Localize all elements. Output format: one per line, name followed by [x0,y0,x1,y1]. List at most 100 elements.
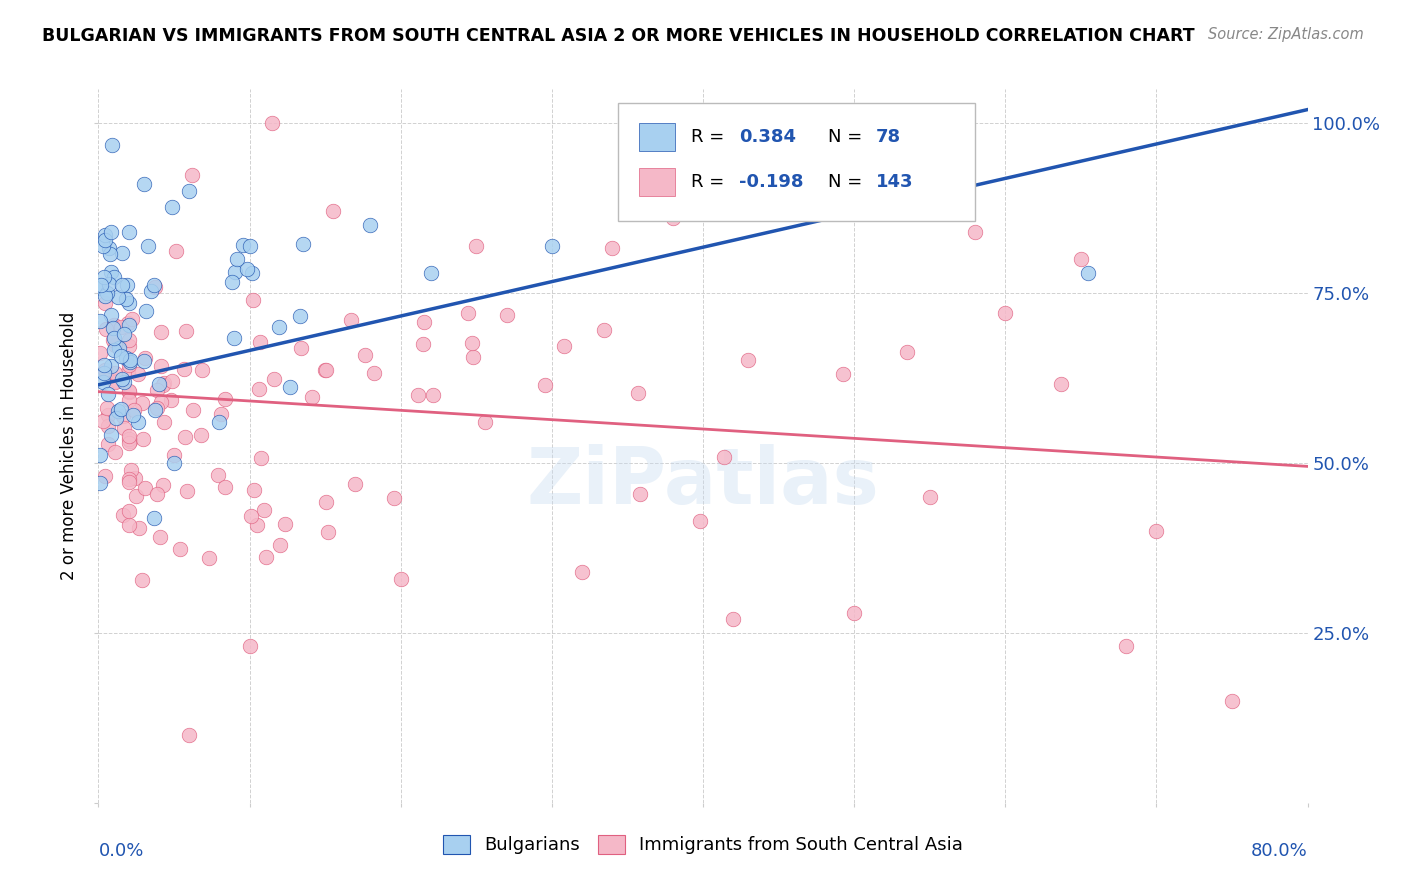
Point [120,352,142,367]
Point [179,728,201,742]
Point [136,238,159,252]
Point [1070,252,1092,266]
Point [174,430,197,444]
Point [457,306,479,320]
Point [146,383,169,397]
Point [118,436,141,450]
Point [110,401,132,416]
Point [174,324,197,338]
Point [254,550,277,565]
Point [274,517,297,532]
Point [553,339,575,353]
Text: 78: 78 [876,128,901,146]
Point [813,198,835,212]
Legend: Bulgarians, Immigrants from South Central Asia: Bulgarians, Immigrants from South Centra… [436,828,970,862]
Point [94,366,117,380]
Point [110,319,132,334]
Point [149,325,172,339]
Point [93,233,115,247]
Point [209,407,232,421]
Point [103,318,125,332]
Point [474,415,496,429]
Text: 80.0%: 80.0% [1251,842,1308,860]
Point [315,363,337,377]
Point [406,388,429,402]
Point [97,387,120,401]
Point [207,468,229,483]
Point [110,349,132,363]
Point [160,392,183,407]
Point [107,290,129,304]
Point [91,414,114,428]
Bar [638,123,675,152]
Point [139,284,162,298]
Point [221,275,243,289]
Point [118,385,141,400]
Point [662,211,685,226]
Point [224,265,246,279]
Point [118,318,141,332]
Point [89,448,111,462]
Bar [638,168,675,196]
Point [89,346,111,360]
Point [98,241,121,255]
Point [134,351,156,365]
Point [117,295,139,310]
Point [127,367,149,381]
Point [628,486,651,500]
Point [208,415,231,429]
Text: 143: 143 [876,173,914,191]
Point [214,481,236,495]
Point [461,351,484,365]
Point [94,228,117,243]
Point [153,415,176,429]
Point [422,388,444,402]
Point [246,518,269,533]
Point [131,574,153,588]
Point [250,451,273,466]
Point [269,537,291,551]
Text: R =: R = [690,173,730,191]
Point [107,404,129,418]
Point [104,375,127,389]
Point [115,292,138,306]
Point [118,358,141,372]
Point [593,323,616,337]
Point [112,375,135,389]
Point [844,606,866,620]
Point [100,428,122,442]
Point [124,471,146,485]
Point [107,341,129,355]
Point [97,437,120,451]
Point [122,408,145,422]
Point [89,313,111,327]
Point [263,372,285,386]
Point [104,445,127,459]
Point [121,312,143,326]
Point [93,358,115,372]
Point [94,289,117,303]
Point [118,503,141,517]
Point [288,310,311,324]
Point [145,401,167,416]
Point [163,456,186,470]
Point [143,403,166,417]
Point [118,475,141,489]
Point [301,390,323,404]
Point [412,336,434,351]
Point [214,392,236,406]
Point [280,380,302,394]
Point [101,333,124,347]
Point [91,238,114,252]
Point [134,353,156,368]
Point [93,363,115,377]
Point [96,322,118,336]
Point [148,376,170,391]
Point [132,432,155,446]
Point [118,393,141,408]
Point [236,261,259,276]
Point [1115,640,1137,654]
Point [571,565,593,579]
Point [118,429,141,443]
Point [262,116,284,130]
